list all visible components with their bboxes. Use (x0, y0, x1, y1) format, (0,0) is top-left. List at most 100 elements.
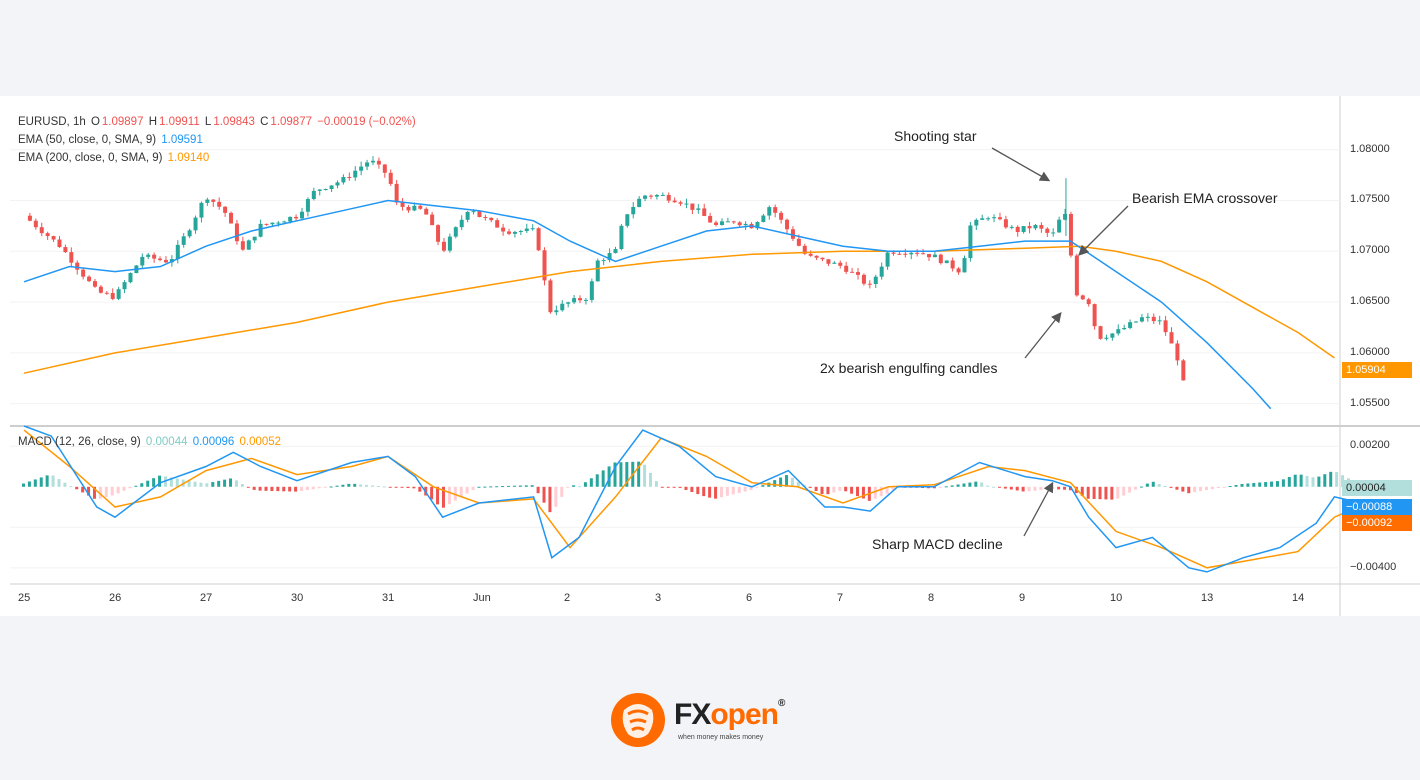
time-tick-label: 27 (200, 592, 213, 604)
candle-body (98, 286, 103, 293)
macd-signal-line (23, 429, 1363, 569)
candle-body (790, 229, 795, 239)
macd-hist-bar (714, 486, 718, 499)
candle-body (110, 293, 115, 299)
candle-body (1033, 225, 1038, 229)
candle-body (1098, 326, 1103, 339)
candle-body (294, 216, 299, 219)
macd-hist-bar (820, 486, 824, 495)
macd-hist-bar (406, 486, 410, 488)
macd-hist-bar (524, 485, 528, 487)
candle-body (441, 241, 446, 251)
macd-hist-bar (1329, 471, 1333, 487)
macd-hist-bar (968, 482, 972, 487)
candle-body (353, 170, 358, 178)
macd-hist-bar (507, 485, 511, 487)
macd-hist-bar (1104, 486, 1108, 500)
macd-hist-bar (1234, 485, 1238, 487)
macd-hist-bar (1045, 486, 1049, 490)
ema50-label: EMA (50, close, 0, SMA, 9) (18, 134, 157, 146)
candle-body (341, 177, 346, 183)
macd-hist-bar (956, 484, 960, 487)
candle-body (956, 268, 961, 273)
candle-body (660, 194, 665, 196)
macd-hist-bar (625, 462, 629, 487)
candle-body (1104, 337, 1109, 339)
macd-hist-bar (1270, 481, 1274, 487)
price-tick-label: 1.07000 (1350, 244, 1390, 257)
macd-hist-bar (1240, 484, 1244, 487)
candle-body (370, 160, 375, 163)
macd-hist-bar (370, 485, 374, 487)
legend-l-label: L (204, 116, 212, 128)
candle-body (903, 253, 908, 255)
macd-hist-bar (1051, 486, 1055, 490)
macd-hist-bar (288, 486, 292, 492)
macd-hist-bar (300, 486, 304, 491)
candle-body (708, 215, 713, 223)
candle-body (873, 276, 878, 285)
candles (27, 156, 1186, 381)
candle-body (921, 253, 926, 255)
candle-body (891, 252, 896, 254)
candle-body (702, 208, 707, 216)
candle-body (518, 231, 523, 233)
macd-hist-bar (270, 486, 274, 491)
macd-hist-bar (1181, 486, 1185, 492)
candle-body (359, 166, 364, 171)
legend-close: 1.09877 (270, 116, 312, 128)
macd-value: 0.00096 (192, 436, 235, 448)
macd-hist-bar (643, 464, 647, 487)
candle-body (719, 221, 724, 225)
candle-body (589, 281, 594, 300)
candle-body (465, 211, 470, 220)
candle-body (1045, 228, 1050, 233)
time-tick-label: Jun (473, 592, 491, 604)
candle-body (412, 205, 417, 211)
macd-hist-bar (1116, 486, 1120, 499)
macd-tag-hist: 0.00004 (1342, 480, 1412, 496)
macd-hist-bar (785, 475, 789, 487)
macd-hist-bar (1193, 486, 1197, 493)
candle-body (193, 217, 198, 231)
macd-hist-bar (63, 482, 67, 487)
macd-hist-bar (944, 486, 948, 488)
macd-hist-bar (335, 485, 339, 487)
candle-body (507, 231, 512, 234)
macd-hist-bar (814, 486, 818, 491)
time-tick-label: 6 (746, 592, 753, 604)
macd-hist-bar (69, 486, 73, 488)
macd-hist-bar (1092, 486, 1096, 499)
macd-hist-bar (1021, 486, 1025, 492)
tiger-logo-icon (611, 693, 665, 747)
candle-body (211, 199, 216, 202)
macd-hist-bar (684, 486, 688, 490)
macd-hist-bar (1275, 481, 1279, 487)
macd-hist-bar (690, 486, 694, 493)
macd-tick-label: −0.00400 (1350, 560, 1397, 573)
macd-hist-bar (737, 486, 741, 493)
macd-hist-bar (856, 486, 860, 497)
macd-hist-bar (660, 486, 664, 488)
candle-body (152, 254, 157, 259)
macd-hist-bar (477, 486, 481, 488)
chart-canvas[interactable] (0, 96, 1420, 616)
candle-body (122, 282, 127, 290)
macd-hist-bar (1252, 482, 1256, 487)
candle-body (672, 200, 677, 203)
candle-body (329, 185, 334, 189)
macd-hist-bar (826, 486, 830, 495)
macd-hist-bar (495, 486, 499, 488)
legend-change: −0.00019 (−0.02%) (317, 116, 416, 128)
macd-hist-bar (838, 486, 842, 491)
candle-body (33, 220, 38, 228)
macd-hist-bar (465, 486, 469, 494)
candle-body (761, 215, 766, 222)
macd-hist-bar (116, 486, 120, 494)
macd-hist-bar (1264, 482, 1268, 487)
macd-hist-bar (489, 486, 493, 488)
brand-open: open (710, 698, 779, 731)
candle-body (796, 238, 801, 246)
candle-body (311, 190, 316, 200)
candle-body (690, 203, 695, 210)
